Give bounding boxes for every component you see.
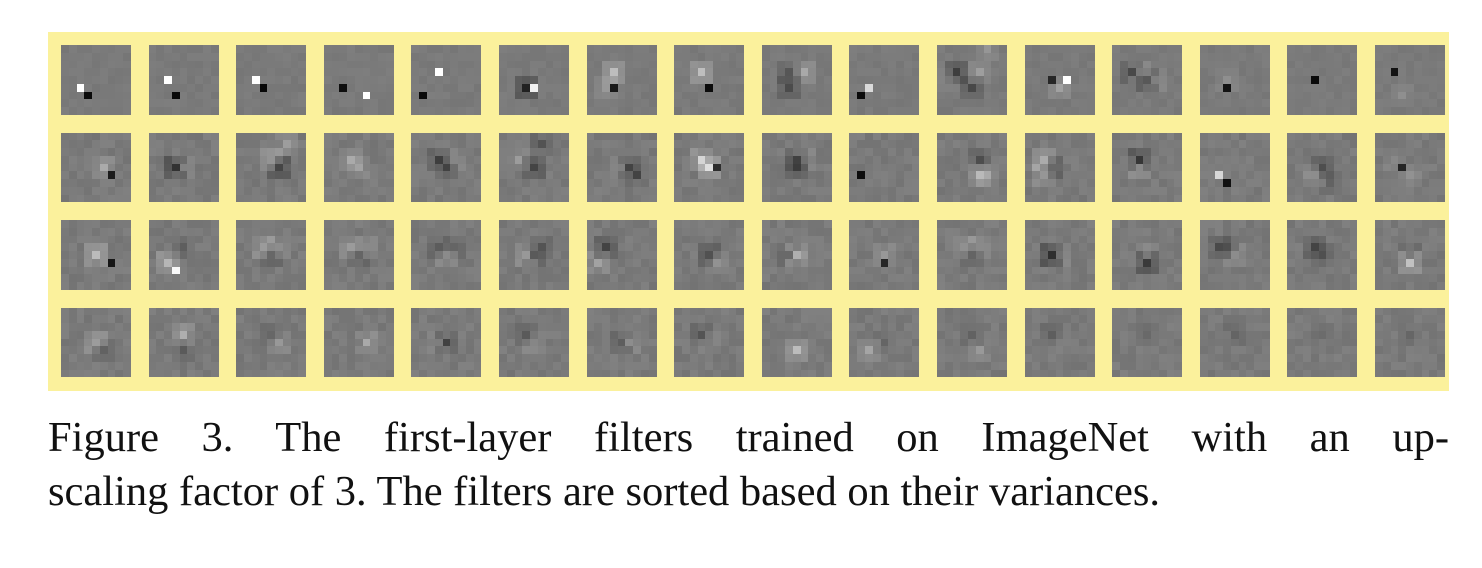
filter-tile	[674, 307, 745, 378]
filter-figure	[48, 32, 1449, 391]
filter-tile	[323, 45, 394, 115]
filter-tile	[1287, 45, 1358, 115]
filter-tile	[761, 220, 832, 290]
figure-caption: Figure 3. The first-layer filters traine…	[48, 411, 1449, 519]
filter-tile	[1199, 220, 1270, 290]
filter-tile	[499, 220, 569, 290]
filter-tile	[236, 220, 307, 290]
filter-tile	[849, 220, 920, 290]
filter-tile	[586, 132, 657, 203]
filter-tile	[1375, 132, 1445, 203]
filter-tile	[61, 132, 131, 203]
filter-tile	[761, 307, 832, 378]
filter-tile	[1112, 45, 1183, 115]
filter-tile	[937, 132, 1007, 203]
filter-tile	[586, 307, 657, 378]
filter-tile	[937, 220, 1007, 290]
filter-tile	[411, 45, 482, 115]
filter-tile	[236, 45, 307, 115]
filter-tile	[61, 220, 131, 290]
caption-line-2: scaling factor of 3. The filters are sor…	[48, 468, 1161, 515]
filter-tile	[148, 307, 219, 378]
filter-tile	[148, 132, 219, 203]
filter-tile	[148, 220, 219, 290]
filter-tile	[1287, 307, 1358, 378]
filter-tile	[674, 132, 745, 203]
filter-tile	[1024, 307, 1095, 378]
filter-tile	[148, 45, 219, 115]
filter-tile	[586, 220, 657, 290]
filter-tile	[1375, 307, 1445, 378]
filter-tile	[1112, 132, 1183, 203]
filter-tile	[236, 307, 307, 378]
filter-tile	[411, 132, 482, 203]
filter-tile	[61, 45, 131, 115]
filter-tile	[1287, 132, 1358, 203]
filter-tile	[1024, 45, 1095, 115]
filter-tile	[323, 220, 394, 290]
filter-tile	[236, 132, 307, 203]
filter-tile	[499, 132, 569, 203]
filter-tile	[1024, 132, 1095, 203]
filter-tile	[1375, 45, 1445, 115]
filter-tile	[1199, 307, 1270, 378]
filter-tile	[1199, 45, 1270, 115]
filter-tile	[761, 45, 832, 115]
filter-tile	[1375, 220, 1445, 290]
filter-tile	[1024, 220, 1095, 290]
filter-tile	[1287, 220, 1358, 290]
caption-line-1: Figure 3. The first-layer filters traine…	[48, 414, 1449, 461]
filter-tile	[586, 45, 657, 115]
filter-tile	[1112, 307, 1183, 378]
filter-grid	[48, 32, 1449, 391]
filter-tile	[411, 220, 482, 290]
filter-tile	[674, 45, 745, 115]
filter-tile	[499, 45, 569, 115]
filter-tile	[937, 307, 1007, 378]
filter-tile	[849, 132, 920, 203]
filter-tile	[61, 307, 131, 378]
filter-tile	[849, 45, 920, 115]
filter-tile	[849, 307, 920, 378]
filter-tile	[1199, 132, 1270, 203]
filter-tile	[1112, 220, 1183, 290]
filter-tile	[499, 307, 569, 378]
filter-tile	[937, 45, 1007, 115]
filter-tile	[411, 307, 482, 378]
filter-tile	[674, 220, 745, 290]
filter-tile	[323, 307, 394, 378]
filter-tile	[761, 132, 832, 203]
filter-tile	[323, 132, 394, 203]
